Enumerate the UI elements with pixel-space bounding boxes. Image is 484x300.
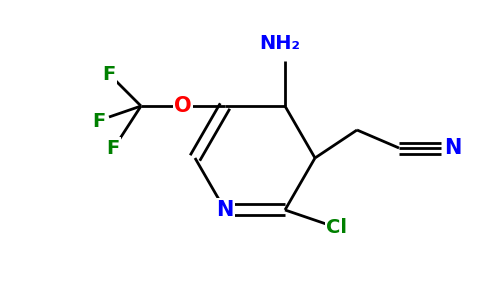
Text: Cl: Cl: [327, 218, 348, 238]
Text: O: O: [174, 96, 192, 116]
Text: F: F: [106, 139, 120, 158]
Text: N: N: [444, 138, 462, 158]
Text: N: N: [216, 200, 234, 220]
Text: NH₂: NH₂: [259, 34, 301, 52]
Text: F: F: [92, 112, 106, 130]
Text: F: F: [103, 64, 116, 83]
